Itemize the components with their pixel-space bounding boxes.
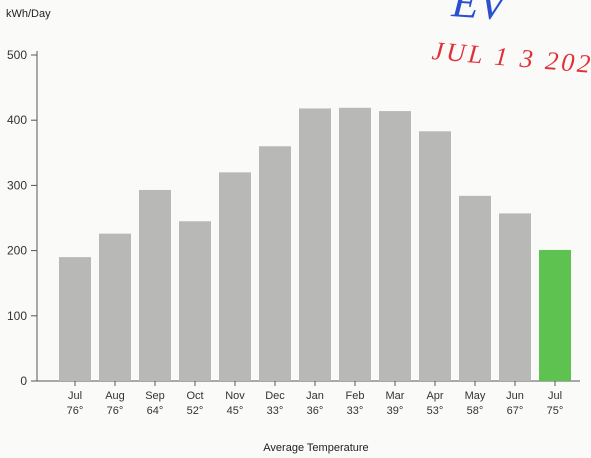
y-tick-label: 300 — [7, 178, 27, 192]
temperature-label: 52° — [187, 405, 204, 417]
y-axis-title: kWh/Day — [6, 8, 51, 20]
x-axis-title: Average Temperature — [263, 442, 368, 454]
month-label: Jun — [506, 390, 524, 402]
month-label: Feb — [346, 390, 365, 402]
temperature-label: 75° — [547, 405, 564, 417]
y-axis-ticks: 0 100 200 300 400 500 — [7, 48, 37, 388]
bar — [459, 195, 491, 381]
month-label: Oct — [186, 390, 203, 402]
temperature-label: 33° — [267, 405, 284, 417]
y-tick-label: 500 — [7, 48, 27, 62]
month-label: Apr — [426, 390, 443, 402]
y-tick-label: 400 — [7, 113, 27, 127]
bar — [419, 131, 451, 381]
bar — [179, 221, 211, 381]
bar — [139, 189, 171, 381]
month-label: May — [465, 390, 486, 402]
x-axis-labels: Jul 76° Aug 76° Sep 64° Oct 52° Nov 45° Dec 33° Jan 3… — [67, 381, 564, 417]
bar — [99, 233, 131, 381]
temperature-label: 36° — [307, 405, 324, 417]
month-label: Jul — [68, 390, 82, 402]
bar — [379, 111, 411, 382]
temperature-label: 45° — [227, 405, 244, 417]
temperature-label: 58° — [467, 405, 484, 417]
month-label: Dec — [265, 390, 285, 402]
bars — [59, 107, 571, 382]
month-label: Jan — [306, 390, 324, 402]
temperature-label: 76° — [107, 405, 124, 417]
temperature-label: 76° — [67, 405, 84, 417]
month-label: Nov — [225, 390, 245, 402]
bar — [299, 108, 331, 382]
bar — [499, 213, 531, 381]
month-label: Aug — [105, 390, 125, 402]
temperature-label: 53° — [427, 405, 444, 417]
month-label: Sep — [145, 390, 165, 402]
month-label: Jul — [548, 390, 562, 402]
month-label: Mar — [386, 390, 405, 402]
temperature-label: 67° — [507, 405, 524, 417]
y-tick-label: 100 — [7, 309, 27, 323]
bar-current-month — [539, 249, 571, 381]
bar — [219, 172, 251, 381]
bar — [259, 146, 291, 381]
temperature-label: 33° — [347, 405, 364, 417]
y-tick-label: 200 — [7, 244, 27, 258]
temperature-label: 64° — [147, 405, 164, 417]
bar — [59, 257, 91, 381]
bar — [339, 107, 371, 381]
y-tick-label: 0 — [20, 374, 27, 388]
temperature-label: 39° — [387, 405, 404, 417]
